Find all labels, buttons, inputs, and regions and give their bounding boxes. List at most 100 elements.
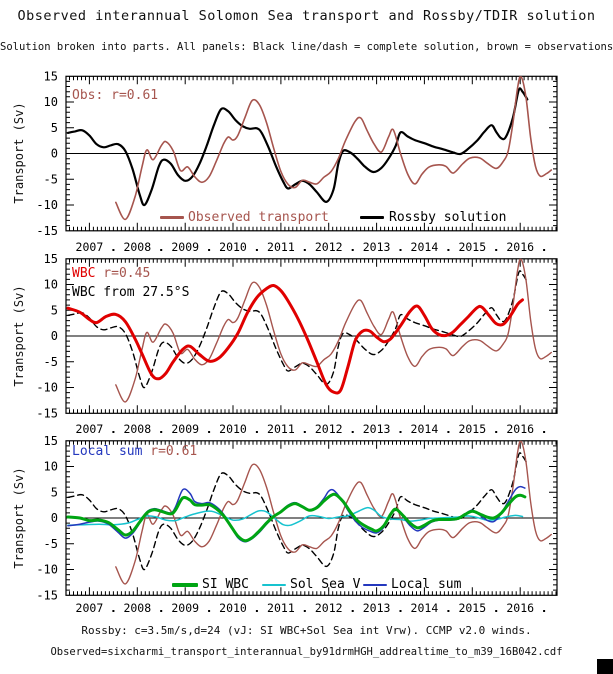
y-tick-label: -15	[36, 406, 58, 420]
x-tick-label: 2014	[411, 240, 439, 254]
si_wbc-curve	[66, 492, 527, 543]
year-separator-dot	[303, 431, 306, 433]
y-tick-label: 0	[51, 147, 58, 161]
y-tick-label: -5	[44, 172, 58, 186]
year-separator-dot	[303, 610, 306, 612]
year-separator-dot	[112, 249, 115, 251]
local-sum-panel-curves	[66, 440, 552, 585]
year-separator-dot	[399, 249, 402, 251]
legend-line-local-sum	[363, 584, 387, 586]
year-separator-dot	[208, 610, 211, 612]
x-tick-label: 2013	[363, 422, 391, 436]
year-separator-dot	[495, 249, 498, 251]
y-tick-label: -5	[44, 537, 58, 551]
y-tick-label: 5	[51, 485, 58, 499]
x-tick-label: 2009	[171, 240, 199, 254]
wbc-curve	[66, 283, 524, 395]
x-tick-label: 2015	[458, 601, 486, 615]
x-tick-label: 2011	[267, 422, 295, 436]
year-separator-dot	[112, 431, 115, 433]
year-separator-dot	[208, 431, 211, 433]
year-separator-dot	[399, 431, 402, 433]
year-separator-dot	[447, 249, 450, 251]
observed-curve	[115, 76, 553, 221]
year-separator-dot	[255, 610, 258, 612]
panel3-r-value: r=0.61	[142, 444, 198, 459]
panel3-localsum-label: Local sum	[72, 444, 143, 459]
year-separator-dot	[543, 610, 546, 612]
local_sum-curve	[67, 485, 526, 543]
year-separator-dot	[351, 249, 354, 251]
panel2-wbc-origin-note: WBC from 27.5°S	[72, 285, 190, 300]
rossby-parameters-caption: Rossby: c=3.5m/s,d=24 (vJ: SI WBC+Sol Se…	[81, 624, 532, 637]
x-tick-label: 2010	[219, 240, 247, 254]
complete-curve	[67, 452, 528, 571]
year-separator-dot	[447, 610, 450, 612]
y-axis-label-panel2: Transport (Sv)	[12, 285, 26, 387]
observed-curve	[115, 440, 552, 585]
x-tick-label: 2016	[506, 240, 534, 254]
y-tick-label: -10	[36, 381, 58, 395]
legend-line-observed	[160, 216, 184, 219]
x-tick-label: 2015	[458, 422, 486, 436]
panel2-wbc-label: WBC	[72, 266, 96, 281]
panel2-correlation-note: WBC r=0.45	[72, 266, 150, 281]
x-tick-label: 2011	[267, 601, 295, 615]
year-separator-dot	[112, 610, 115, 612]
y-tick-label: 5	[51, 121, 58, 135]
y-axis-label-panel1: Transport (Sv)	[12, 102, 26, 204]
legend-label-sol-sea-v: Sol Sea V	[290, 577, 361, 592]
y-tick-label: 10	[44, 278, 58, 292]
x-tick-label: 2012	[315, 601, 343, 615]
y-tick-label: -10	[36, 563, 58, 577]
y-tick-label: -15	[36, 224, 58, 238]
x-tick-label: 2016	[506, 601, 534, 615]
x-tick-label: 2009	[171, 601, 199, 615]
legend-label-local-sum: Local sum	[391, 577, 462, 592]
x-tick-label: 2007	[76, 422, 104, 436]
year-separator-dot	[160, 610, 163, 612]
x-tick-label: 2012	[315, 422, 343, 436]
y-tick-label: 15	[44, 69, 58, 83]
figure-title: Observed interannual Solomon Sea transpo…	[17, 8, 596, 24]
observed-curve	[115, 258, 552, 403]
wbc-panel-curves	[66, 258, 552, 403]
y-tick-label: 0	[51, 511, 58, 525]
year-separator-dot	[399, 610, 402, 612]
complete-curve	[67, 270, 528, 389]
y-tick-label: 10	[44, 95, 58, 109]
year-separator-dot	[255, 431, 258, 433]
x-tick-label: 2011	[267, 240, 295, 254]
panel1-correlation-note: Obs: r=0.61	[72, 88, 159, 103]
observed-source-caption: Observed=sixcharmi_transport_interannual…	[50, 646, 563, 658]
x-tick-label: 2010	[219, 601, 247, 615]
year-separator-dot	[303, 249, 306, 251]
obs-panel-curves	[66, 76, 553, 221]
x-tick-label: 2007	[76, 601, 104, 615]
panel2-r-value: r=0.45	[95, 266, 151, 281]
y-tick-label: -10	[36, 198, 58, 212]
x-tick-label: 2010	[219, 422, 247, 436]
legend-line-si-wbc	[172, 583, 198, 587]
axis-ticks	[66, 76, 557, 231]
y-tick-label: 15	[44, 252, 58, 266]
legend-label-rossby: Rossby solution	[389, 210, 507, 225]
y-tick-label: 0	[51, 329, 58, 343]
y-tick-label: 10	[44, 460, 58, 474]
year-separator-dot	[543, 431, 546, 433]
y-tick-label: -15	[36, 588, 58, 602]
x-tick-label: 2007	[76, 240, 104, 254]
x-tick-label: 2008	[123, 422, 151, 436]
y-axis-label-panel3: Transport (Sv)	[12, 467, 26, 569]
year-separator-dot	[495, 610, 498, 612]
year-separator-dot	[351, 431, 354, 433]
x-tick-label: 2013	[363, 601, 391, 615]
complete-curve	[66, 87, 529, 207]
year-separator-dot	[160, 431, 163, 433]
year-separator-dot	[255, 249, 258, 251]
x-tick-label: 2014	[411, 422, 439, 436]
x-tick-label: 2009	[171, 422, 199, 436]
sol_sea_v-curve	[67, 506, 524, 527]
